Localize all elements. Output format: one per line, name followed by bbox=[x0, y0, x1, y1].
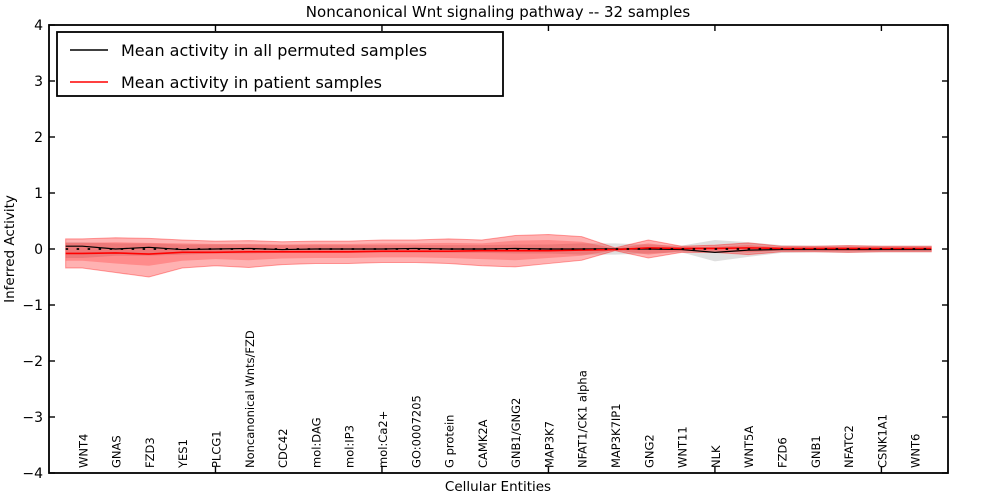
x-category-label: mol:IP3 bbox=[343, 425, 357, 468]
x-category-label: GNB1/GNG2 bbox=[509, 398, 523, 468]
y-tick-label: 4 bbox=[34, 18, 43, 34]
x-axis-label: Cellular Entities bbox=[445, 479, 551, 495]
x-category-label: NFAT1/CK1 alpha bbox=[576, 370, 590, 468]
x-category-label: WNT6 bbox=[909, 434, 923, 468]
x-category-label: WNT11 bbox=[676, 426, 690, 468]
patient-samples-std-band-inner bbox=[65, 240, 932, 266]
x-category-labels-layer: WNT4 GNAS FZD3 YES1 PLCG1 Noncanonical Wnts/F… bbox=[76, 330, 922, 469]
legend-box: Mean activity in all permuted samples Me… bbox=[56, 31, 504, 97]
legend-border bbox=[56, 31, 504, 97]
x-category-label: NLK bbox=[709, 445, 723, 468]
x-category-label: FZD6 bbox=[776, 437, 790, 468]
x-category-label: YES1 bbox=[176, 439, 190, 469]
x-category-label: Noncanonical Wnts/FZD bbox=[243, 330, 257, 468]
y-tick-label: 1 bbox=[34, 186, 43, 202]
x-category-label: FZD3 bbox=[143, 437, 157, 468]
patient-samples-std-band-outer bbox=[65, 233, 932, 278]
y-tick-label: 3 bbox=[34, 74, 43, 90]
x-category-label: GO:0007205 bbox=[409, 395, 423, 468]
y-tick-label: 0 bbox=[34, 242, 43, 258]
std-bands-layer bbox=[65, 233, 932, 278]
x-category-label: GNB1 bbox=[809, 435, 823, 468]
x-category-label: CDC42 bbox=[276, 428, 290, 468]
x-category-label: mol:Ca2+ bbox=[376, 411, 390, 468]
x-category-label: G protein bbox=[443, 415, 457, 468]
x-category-label: NFATC2 bbox=[842, 425, 856, 468]
x-category-label: CAMK2A bbox=[476, 419, 490, 468]
x-category-label: GNAS bbox=[110, 435, 124, 468]
y-tick-label: −4 bbox=[22, 466, 43, 482]
y-tick-label: −3 bbox=[22, 410, 43, 426]
legend-label-patient: Mean activity in patient samples bbox=[121, 73, 382, 92]
y-tick-label: 2 bbox=[34, 130, 43, 146]
x-category-label: PLCG1 bbox=[209, 430, 223, 468]
y-tick-label: −1 bbox=[22, 298, 43, 314]
x-category-label: GNG2 bbox=[642, 434, 656, 468]
x-category-label: WNT4 bbox=[76, 434, 90, 468]
patient-mean-line bbox=[65, 247, 932, 255]
x-category-label: mol:DAG bbox=[309, 417, 323, 468]
plot-area-frame bbox=[48, 24, 949, 474]
x-category-label: MAP3K7 bbox=[542, 421, 556, 468]
x-category-label: WNT5A bbox=[742, 426, 756, 468]
x-category-label: CSNK1A1 bbox=[875, 414, 889, 468]
chart-title: Noncanonical Wnt signaling pathway -- 32… bbox=[306, 3, 691, 21]
x-category-label: MAP3K7IP1 bbox=[609, 403, 623, 468]
y-axis-label: Inferred Activity bbox=[2, 195, 18, 303]
y-tick-labels-layer: 4 3 2 1 0 −1 −2 −3 −4 bbox=[22, 18, 43, 482]
legend-label-permuted: Mean activity in all permuted samples bbox=[121, 41, 427, 60]
y-tick-label: −2 bbox=[22, 354, 43, 370]
